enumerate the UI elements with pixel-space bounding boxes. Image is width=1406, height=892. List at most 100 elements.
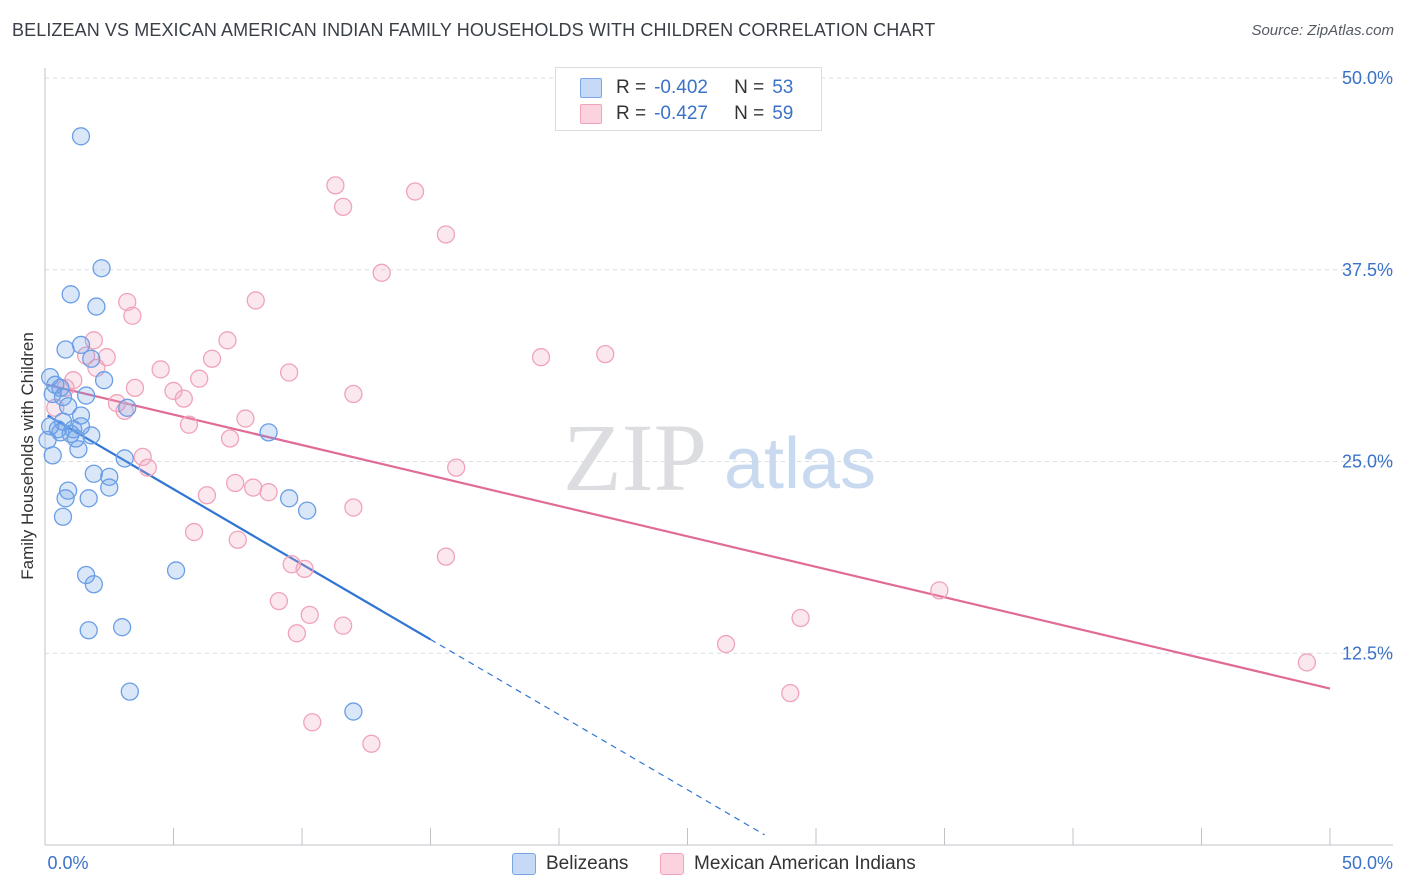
belizean-point (115, 449, 134, 468)
mexican-point (174, 389, 193, 408)
legend-item-mexican: Mexican American Indians (660, 852, 916, 876)
mexican-point (125, 378, 145, 398)
x-tick-label: 50.0% (1342, 853, 1393, 873)
r-value: -0.402 (654, 77, 708, 98)
belizean-point (92, 259, 111, 278)
belizean-point (87, 297, 106, 316)
mexican-point (115, 401, 134, 421)
mexican-point (218, 331, 237, 350)
r-label: R = (616, 77, 647, 98)
belizean-point (112, 618, 132, 637)
mexican-point (244, 478, 263, 497)
mexican-legend-swatch (660, 853, 684, 875)
mexican-point (333, 197, 353, 217)
belizean-point (259, 423, 278, 442)
mexican-point (300, 605, 319, 625)
mexican-point (596, 344, 615, 364)
belizean-point (71, 127, 91, 146)
y-axis-label: Family Households with Children (18, 332, 37, 580)
belizean-point (38, 430, 57, 450)
mexican-point (333, 616, 353, 635)
y-tick-label: 37.5% (1342, 260, 1393, 280)
mexican-point (179, 415, 199, 434)
mexican-point (362, 734, 381, 753)
belizeans-legend-label: Belizeans (546, 853, 629, 874)
legend-row-mexican: R = -0.427 N = 59 (580, 102, 793, 126)
belizean-point (66, 429, 85, 448)
r-label: R = (616, 103, 647, 124)
mexican-point (791, 608, 810, 628)
x-tick-label: 0.0% (47, 853, 88, 873)
belizean-point (76, 565, 96, 585)
n-value: 53 (772, 77, 794, 98)
mexican-point (184, 522, 204, 542)
n-label: N = (734, 103, 765, 124)
mexican-point (236, 409, 255, 428)
belizeans-swatch (580, 78, 602, 98)
mexican-point (202, 349, 222, 368)
mexican-point (436, 547, 456, 566)
belizean-point (56, 340, 75, 359)
belizean-point (43, 446, 62, 465)
belizean-point (94, 371, 114, 390)
belizean-point (100, 467, 119, 486)
y-tick-label: 12.5% (1342, 643, 1393, 663)
data-points (38, 127, 1317, 753)
n-value: 59 (772, 103, 794, 124)
belizean-point (69, 440, 88, 459)
belizean-point (71, 335, 91, 355)
source-credit: Source: ZipAtlas.com (1251, 22, 1394, 39)
watermark-atlas: atlas (724, 424, 876, 504)
mexican-point (1297, 653, 1317, 672)
belizean-point (43, 384, 62, 404)
mexican-point (326, 176, 345, 195)
mexican-point (151, 360, 170, 379)
mexican-point (76, 346, 96, 365)
r-value: -0.427 (654, 103, 708, 124)
belizean-point (166, 561, 186, 580)
mexican-legend-label: Mexican American Indians (694, 853, 916, 874)
tick-labels: 12.5% 25.0% 37.5% 50.0% 0.0% 50.0% (47, 68, 1393, 873)
belizeans-legend-swatch (512, 853, 536, 875)
axes (44, 68, 1393, 846)
watermark-zip: ZIP (563, 404, 707, 511)
mexican-point (295, 559, 314, 579)
belizean-point (279, 489, 299, 508)
mexican-point (781, 683, 800, 703)
belizean-point (120, 682, 139, 701)
mexican-point (269, 591, 289, 611)
belizean-point (71, 406, 91, 425)
mexican-point (447, 458, 466, 477)
mexican-point (405, 182, 425, 201)
stats-legend: R = -0.402 N = 53 R = -0.427 N = 59 (555, 67, 822, 131)
mexican-point (930, 581, 949, 600)
belizean-point (79, 489, 98, 508)
mexican-point (279, 363, 299, 382)
mexican-point (303, 713, 322, 732)
belizean-point (82, 426, 101, 445)
mexican-point (344, 384, 363, 404)
mexican-point (133, 447, 152, 467)
mexican-point (436, 225, 456, 244)
mexican-point (228, 530, 247, 549)
mexican-point (372, 263, 391, 282)
belizean-point (84, 575, 103, 594)
mexican-point (246, 291, 265, 310)
belizean-point (61, 285, 80, 304)
mexican-point (226, 473, 245, 493)
belizean-trend-extension (430, 638, 765, 836)
y-tick-label: 25.0% (1342, 452, 1393, 472)
mexican-point (344, 498, 363, 517)
belizean-point (79, 621, 98, 640)
legend-row-belizeans: R = -0.402 N = 53 (580, 76, 793, 100)
belizean-point (100, 478, 119, 497)
mexican-point (259, 483, 278, 502)
belizean-point (76, 386, 96, 405)
belizean-point (344, 702, 363, 721)
mexican-point (287, 624, 307, 643)
n-label: N = (734, 77, 765, 98)
belizean-point (118, 398, 137, 417)
mexican-point (123, 306, 142, 325)
belizean-point (53, 507, 73, 526)
